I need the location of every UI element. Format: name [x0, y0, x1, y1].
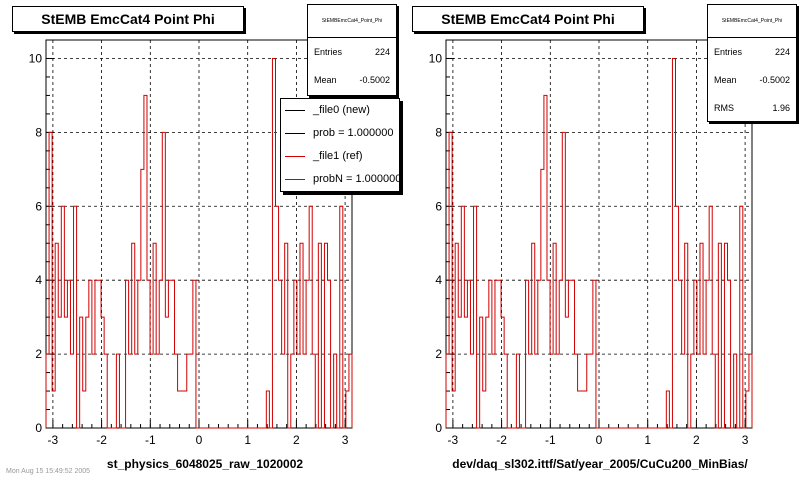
right-xtick-label-2: -1: [545, 433, 556, 447]
left-series-0-line: [45, 57, 353, 429]
right-ytick-label-4: 8: [435, 125, 442, 139]
right-xtick-label-6: 3: [742, 433, 749, 447]
left-xtick-label-5: 2: [293, 433, 300, 447]
legend: _file0 (new) prob = 1.000000 _file1 (ref…: [280, 98, 400, 192]
legend-label-probn: probN = 1.000000: [313, 173, 400, 185]
right-ytick-label-3: 6: [435, 199, 442, 213]
left-ytick-label-5: 10: [29, 51, 43, 65]
left-xtick-label-4: 1: [244, 433, 251, 447]
left-entries-label: Entries: [314, 47, 343, 57]
left-ytick-label-2: 4: [35, 273, 42, 287]
right-xtick-label-5: 2: [693, 433, 700, 447]
right-stats-name: StEMBEmcCat4_Point_Phi: [708, 5, 796, 38]
legend-row-prob: prob = 1.000000: [281, 122, 399, 145]
right-stats-rms-row: RMS 1.96: [708, 94, 796, 122]
right-ytick-label-1: 2: [435, 347, 442, 361]
right-xtick-label-3: 0: [596, 433, 603, 447]
legend-row-new: _file0 (new): [281, 99, 399, 122]
right-ytick-label-0: 0: [435, 421, 442, 435]
left-entries-value: 224: [374, 47, 390, 57]
legend-row-ref: _file1 (ref): [281, 145, 399, 168]
right-chart-panel: 0 2 4 6 8 10 -3 -2 -1 0 1 2 3 StEMB EmcCat4 Point Ph…: [400, 0, 800, 480]
right-entries-value: 224: [774, 47, 790, 57]
right-series-0-line: [445, 57, 753, 429]
right-stats-entries-row: Entries 224: [708, 38, 796, 66]
right-rms-label: RMS: [714, 103, 734, 113]
left-mean-value: -0.5002: [359, 75, 390, 85]
right-x-axis-label: dev/daq_sl302.ittf/Sat/year_2005/CuCu200…: [452, 457, 748, 471]
left-chart-panel: 0 2 4 6 8 10 -3 -2 -1 0 1 2 3 StEMB EmcCat4 Point Ph…: [6, 4, 400, 475]
left-xtick-label-1: -2: [96, 433, 107, 447]
left-xtick-label-0: -3: [48, 433, 59, 447]
left-xtick-label-6: 3: [342, 433, 349, 447]
left-ytick-label-4: 8: [35, 125, 42, 139]
left-ytick-label-0: 0: [35, 421, 42, 435]
left-chart-title: StEMB EmcCat4 Point Phi: [12, 6, 244, 32]
right-ytick-label-5: 10: [429, 51, 443, 65]
right-xtick-label-1: -2: [496, 433, 507, 447]
left-xtick-label-2: -1: [145, 433, 156, 447]
left-stats-mean-row: Mean -0.5002: [308, 66, 396, 94]
footer-timestamp: Mon Aug 15 15:49:52 2005: [6, 468, 91, 475]
right-xtick-label-4: 1: [644, 433, 651, 447]
legend-label-new: _file0 (new): [313, 104, 370, 116]
left-stats-name: StEMBEmcCat4_Point_Phi: [308, 5, 396, 38]
right-stats-box: StEMBEmcCat4_Point_Phi Entries 224 Mean …: [707, 4, 797, 122]
legend-line-probn: [285, 179, 305, 180]
right-ytick-label-2: 4: [435, 273, 442, 287]
right-mean-label: Mean: [714, 75, 737, 85]
right-mean-value: -0.5002: [759, 75, 790, 85]
right-stats-mean-row: Mean -0.5002: [708, 66, 796, 94]
left-xtick-label-3: 0: [196, 433, 203, 447]
left-mean-label: Mean: [314, 75, 337, 85]
legend-row-probn: probN = 1.000000: [281, 168, 399, 191]
right-rms-value: 1.96: [772, 103, 790, 113]
left-stats-box: StEMBEmcCat4_Point_Phi Entries 224 Mean …: [307, 4, 397, 96]
legend-label-ref: _file1 (ref): [313, 150, 363, 162]
right-chart-title: StEMB EmcCat4 Point Phi: [412, 6, 644, 32]
legend-label-prob: prob = 1.000000: [313, 127, 394, 139]
legend-line-new: [285, 110, 305, 111]
right-entries-label: Entries: [714, 47, 743, 57]
left-x-axis-label: st_physics_6048025_raw_1020002: [106, 457, 304, 471]
left-ytick-label-3: 6: [35, 199, 42, 213]
left-stats-entries-row: Entries 224: [308, 38, 396, 66]
right-xtick-label-0: -3: [448, 433, 459, 447]
right-histogram-svg: 0 2 4 6 8 10 -3 -2 -1 0 1 2 3: [429, 39, 753, 447]
legend-line-ref: [285, 156, 305, 157]
left-ytick-label-1: 2: [35, 347, 42, 361]
legend-line-prob: [285, 133, 305, 134]
